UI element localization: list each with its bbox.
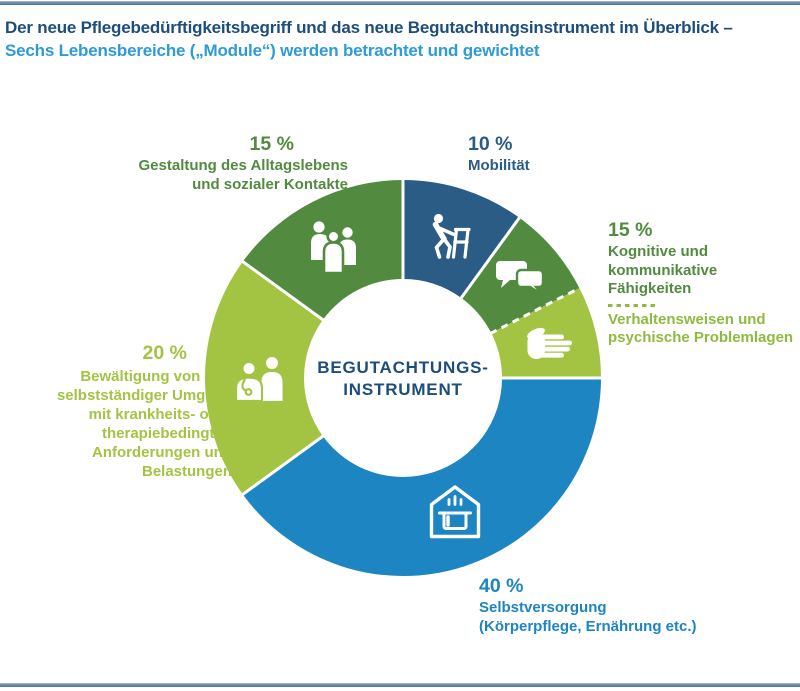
label-bewaeltigung-line3: mit krankheits- oder: [88, 406, 232, 423]
label-gestaltung: 15 % Gestaltung des Alltagslebens und so…: [139, 134, 349, 194]
label-bewaeltigung-percent: 20 %: [142, 342, 187, 364]
label-bewaeltigung-line1: Bewältigung von und: [80, 368, 232, 385]
label-bewaeltigung-line5: Anforderungen und: [92, 444, 232, 461]
label-mobilitaet-line1: Mobilität: [468, 157, 530, 174]
label-gestaltung-line1: Gestaltung des Alltagslebens: [138, 157, 349, 174]
hand-icon: [527, 327, 572, 359]
segment-separator: [241, 434, 325, 496]
segment-separator: [459, 216, 521, 300]
donut-center-label-line2: INSTRUMENT: [343, 379, 463, 399]
donut-center-label-line1: BEGUTACHTUNGS-: [317, 358, 489, 377]
segment-selbstversorgung: [242, 378, 601, 577]
label-bewaeltigung: 20 % Bewältigung von und selbstständiger…: [57, 343, 232, 481]
segment-separator-dashed: [489, 286, 581, 335]
label-selbstversorgung-percent: 40 %: [479, 575, 524, 597]
label-mobilitaet: 10 % Mobilität: [468, 134, 530, 176]
person-with-walker-icon: [432, 213, 471, 259]
label-gestaltung-percent: 15 %: [249, 133, 294, 155]
label-verhalten-line1: Verhaltensweisen und: [608, 310, 766, 328]
label-selbstversorgung-line1: Selbstversorgung: [479, 599, 607, 616]
label-selbstversorgung-line2: (Körperpflege, Ernährung etc.): [479, 617, 697, 635]
page-title-line1: Der neue Pflegebedürftigkeitsbegriff und…: [5, 18, 733, 37]
label-mobilitaet-percent: 10 %: [468, 133, 513, 155]
page-title-line2: Sechs Lebensbereiche („Module“) werden b…: [5, 40, 540, 60]
doctor-patient-icon: [235, 357, 283, 401]
people-group-icon: [311, 221, 356, 274]
segment-verhalten: [491, 288, 601, 378]
segment-mobilitaet: [403, 180, 520, 298]
label-gestaltung-line2: und sozialer Kontakte: [192, 175, 348, 193]
label-verhalten-line2: psychische Problemlagen: [608, 329, 794, 346]
donut-center-label: BEGUTACHTUNGS- INSTRUMENT: [293, 357, 513, 400]
label-kognitiv-line2: Fähigkeiten: [608, 280, 692, 297]
label-kognitiv-line1: Kognitive und kommunikative: [608, 243, 718, 279]
label-bewaeltigung-line6: Belastungen: [141, 463, 232, 480]
segment-separator: [241, 260, 325, 322]
label-selbstversorgung: 40 % Selbstversorgung (Körperpflege, Ern…: [479, 576, 697, 636]
label-kognitiv-percent: 15 %: [608, 219, 653, 241]
top-rule: [0, 1, 800, 5]
label-kognitiv-verhalten: 15 % Kognitive und kommunikative Fähigke…: [608, 220, 800, 348]
label-bewaeltigung-line4: therapiebedingten: [101, 425, 232, 442]
speech-bubbles-icon: [496, 261, 545, 297]
house-cooking-pot-icon: [429, 485, 481, 539]
donut-separators: [241, 179, 602, 496]
label-bewaeltigung-line2: selbstständiger Umgang: [56, 387, 232, 404]
bottom-rule: [0, 683, 800, 687]
page-title: Der neue Pflegebedürftigkeitsbegriff und…: [5, 17, 733, 62]
dashed-divider: [608, 303, 658, 307]
